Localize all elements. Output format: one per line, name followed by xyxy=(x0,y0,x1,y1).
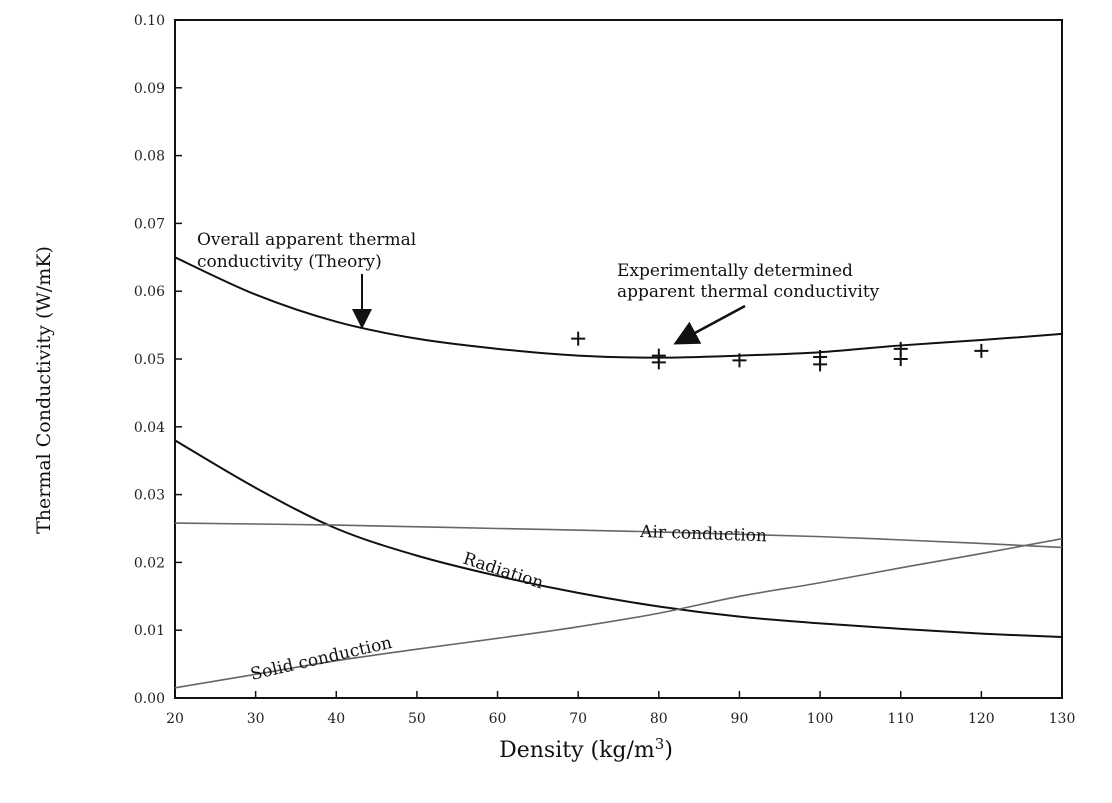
y-tick-label: 0.06 xyxy=(134,284,165,300)
annotation-solid: Solid conduction xyxy=(249,633,394,685)
experimental-point xyxy=(732,353,747,368)
y-axis-title: Thermal Conductivity (W/mK) xyxy=(33,246,55,534)
experimental-point xyxy=(571,331,586,346)
y-tick-label: 0.00 xyxy=(134,691,165,707)
annotation-overall-line1: Overall apparent thermal xyxy=(197,230,416,250)
experimental-point xyxy=(651,355,666,370)
experimental-point xyxy=(974,343,989,358)
series-line-overall xyxy=(174,256,1063,359)
series-line-radiation xyxy=(174,439,1063,638)
x-tick-label: 90 xyxy=(731,711,749,727)
x-tick-label: 80 xyxy=(650,711,668,727)
x-tick-label: 50 xyxy=(408,711,426,727)
annotation-experimental-line1: Experimentally determined xyxy=(617,261,853,281)
x-tick-label: 120 xyxy=(968,711,995,727)
y-tick-label: 0.08 xyxy=(134,149,165,165)
curves-layer xyxy=(174,256,1063,689)
axis-ticks xyxy=(174,19,1063,699)
x-tick-labels: 20 30 40 50 60 70 80 90 100 110 120 130 xyxy=(166,711,1075,727)
x-tick-label: 100 xyxy=(807,711,834,727)
y-tick-label: 0.05 xyxy=(134,352,165,368)
annotation-overall-line2: conductivity (Theory) xyxy=(197,252,382,272)
experimental-points-layer xyxy=(571,331,989,372)
annotation-experimental-line2: apparent thermal conductivity xyxy=(617,282,880,302)
x-axis-title-main: Density (kg/m xyxy=(499,738,655,763)
x-tick-label: 20 xyxy=(166,711,184,727)
annotation-radiation: Radiation xyxy=(460,549,545,594)
y-tick-label: 0.09 xyxy=(134,81,165,97)
x-tick-label: 40 xyxy=(327,711,345,727)
arrow-experimental xyxy=(673,304,746,345)
x-axis-title-end: ) xyxy=(664,738,673,763)
x-tick-label: 60 xyxy=(489,711,507,727)
x-tick-label: 130 xyxy=(1049,711,1076,727)
x-tick-label: 70 xyxy=(569,711,587,727)
x-axis-title: Density (kg/m3) xyxy=(499,735,673,763)
plot-frame xyxy=(174,19,1063,699)
y-tick-labels: 0.00 0.01 0.02 0.03 0.04 0.05 0.06 0.07 0.08 0.09… xyxy=(134,13,165,707)
x-tick-label: 30 xyxy=(247,711,265,727)
y-tick-label: 0.03 xyxy=(134,488,165,504)
y-tick-label: 0.01 xyxy=(134,623,165,639)
series-line-solid xyxy=(174,537,1063,689)
y-tick-label: 0.04 xyxy=(134,420,165,436)
x-axis-title-superscript: 3 xyxy=(655,735,665,753)
y-tick-label: 0.02 xyxy=(134,555,165,571)
experimental-point xyxy=(813,357,828,372)
annotation-air: Air conduction xyxy=(639,522,767,546)
experimental-point xyxy=(893,352,908,366)
y-tick-label: 0.07 xyxy=(134,216,165,232)
x-tick-label: 110 xyxy=(887,711,914,727)
series-line-air xyxy=(174,522,1063,549)
y-tick-label: 0.10 xyxy=(134,13,165,29)
